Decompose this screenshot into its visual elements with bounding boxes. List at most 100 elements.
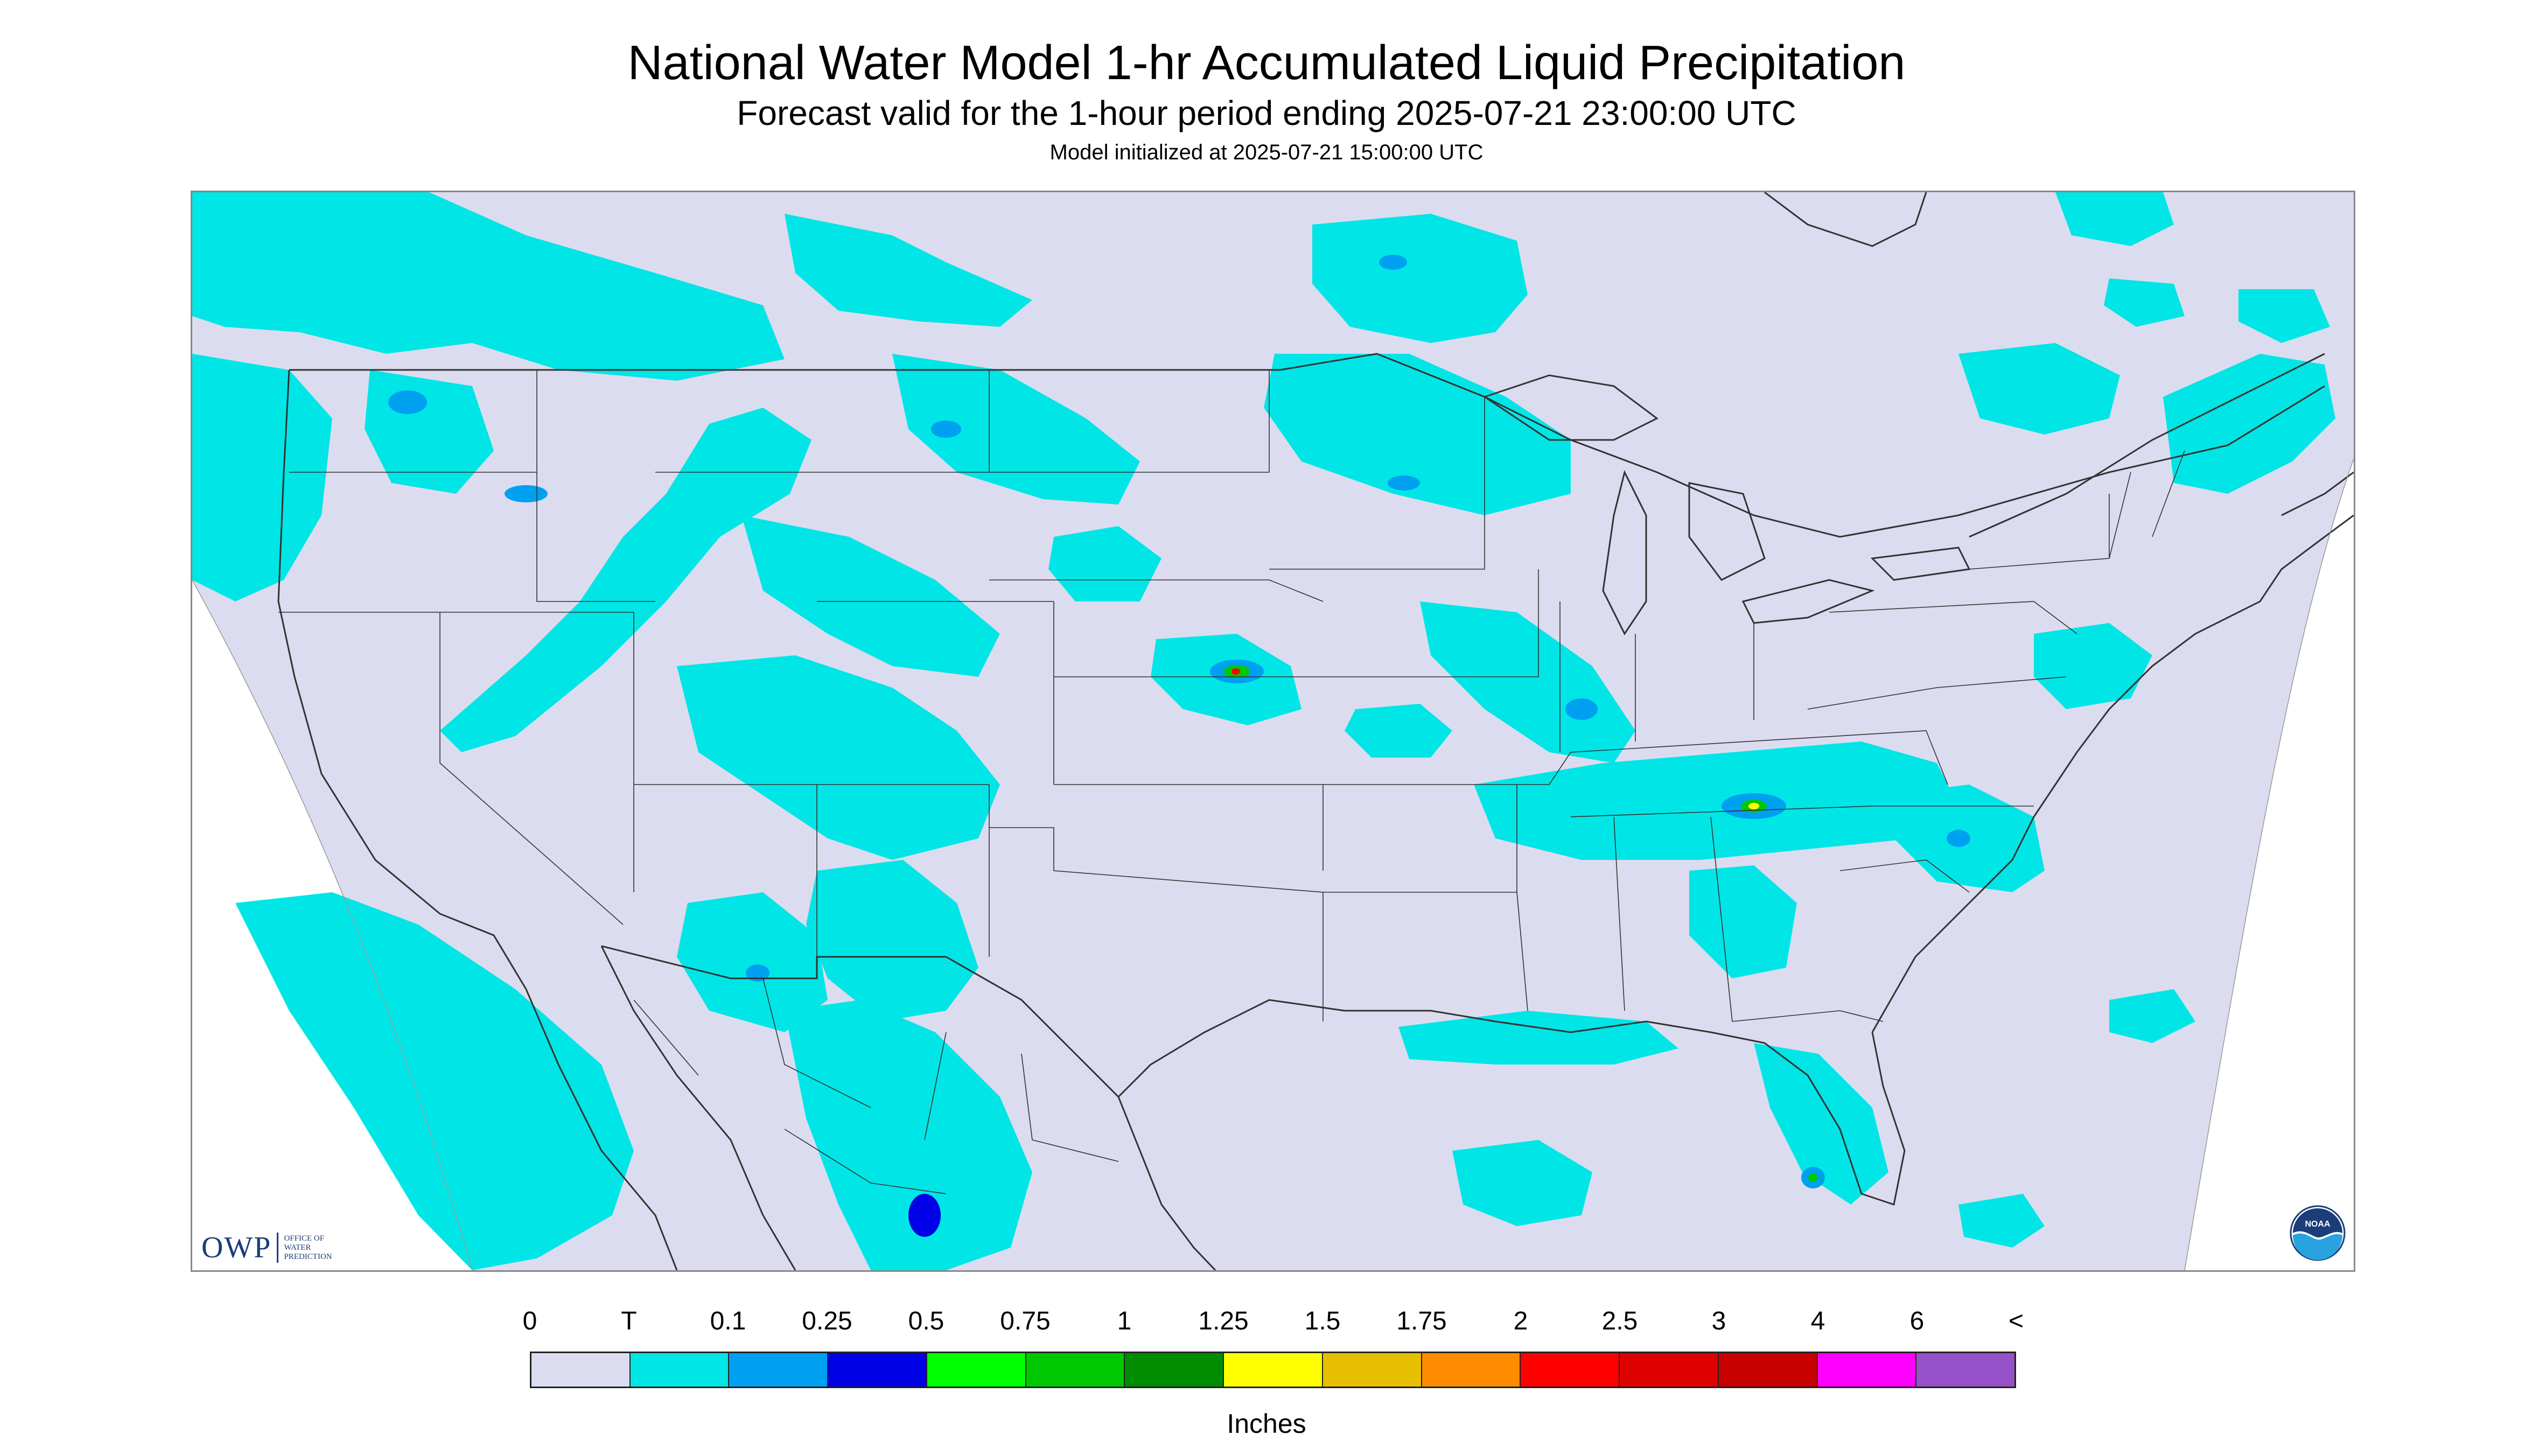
st-lawrence [1969, 353, 2325, 538]
precip-area-kansas [1345, 704, 1452, 758]
noaa-logo-icon: NOAA [2290, 1205, 2346, 1261]
legend-swatch-6 [1125, 1353, 1224, 1387]
domain-edge [192, 458, 2354, 1270]
noaa-logo-text: NOAA [2305, 1220, 2331, 1229]
us-mexico-border [601, 945, 1119, 1098]
state-line-ny-ne [1969, 450, 2185, 570]
state-line-il-in-oh [1559, 601, 1754, 752]
precip-core-blue-nd [1388, 475, 1420, 491]
precip-core-blue-mx [908, 1194, 941, 1237]
legend-tick-label: 4 [1810, 1307, 1825, 1335]
legend-swatch-7 [1224, 1353, 1323, 1387]
legend-tick-label: 0.5 [908, 1307, 944, 1335]
precip-area-new-mexico [806, 860, 978, 1021]
legend-tick-label: 6 [1909, 1307, 1925, 1335]
precip-area-atlantic-south [2109, 989, 2195, 1043]
gulf-coast [1117, 999, 1906, 1206]
precip-area-gulf [1452, 1140, 1592, 1226]
state-line-ms-al [1516, 816, 1733, 1022]
precip-core-green-fl [1808, 1173, 1818, 1182]
precip-core-blue-id [505, 485, 548, 502]
legend-swatch-13 [1817, 1353, 1917, 1387]
precip-area-new-england [2163, 354, 2335, 494]
precip-area-canada-band [785, 214, 1032, 327]
legend-tick-label: 0.1 [710, 1307, 746, 1335]
state-line-sd-ne [989, 579, 1324, 602]
great-lake-huron [1688, 482, 1766, 581]
legend-tick-labels: 0 T 0.1 0.25 0.5 0.75 1 1.25 1.5 1.75 2 2.5 3 4 6 < [523, 1305, 2024, 1343]
legend-tick-label: 3 [1711, 1307, 1726, 1335]
precip-area-northwest-canada [192, 192, 785, 381]
state-line-ca-nv [439, 612, 624, 925]
legend-tick-label: < [2008, 1307, 2024, 1335]
legend-swatch-12 [1718, 1353, 1818, 1387]
owp-logo-text: OWP [201, 1231, 272, 1264]
legend-tick-label: 0 [522, 1307, 537, 1335]
state-line-ga-fl [1732, 1010, 1884, 1022]
legend-tick-label: 1.25 [1198, 1307, 1249, 1335]
precip-area-caribbean-edge [1958, 1194, 2045, 1248]
canada-us-border [289, 353, 2325, 538]
legend-tick-label: 0.25 [802, 1307, 852, 1335]
precip-area-florida [1754, 1043, 1888, 1205]
model-init-time: Model initialized at 2025-07-21 15:00:00… [1049, 141, 1484, 164]
legend-tick-label: T [621, 1307, 637, 1335]
precip-core-blue-mb [1379, 255, 1407, 270]
atlantic-coast [1871, 514, 2354, 1033]
precip-core-blue-az [746, 964, 769, 982]
hudson-bay-edge [1764, 192, 1927, 247]
legend-swatch-11 [1620, 1353, 1719, 1387]
precipitation-legend [530, 1352, 2016, 1388]
legend-swatch-3 [828, 1353, 927, 1387]
legend-tick-label: 1.5 [1304, 1307, 1341, 1335]
precip-area-idaho-band [440, 408, 811, 752]
precip-area-colorado-utah [677, 655, 1000, 860]
legend-units: Inches [1227, 1409, 1306, 1439]
state-boundaries [278, 370, 2185, 1194]
legend-tick-label: 0.75 [1000, 1307, 1051, 1335]
state-line-sc-nc [1839, 806, 2034, 893]
legend-swatch-9 [1422, 1353, 1521, 1387]
state-line-nd-sd [989, 370, 1270, 473]
great-lake-erie [1741, 579, 1875, 624]
precip-core-blue-nc [1947, 830, 1970, 847]
precip-core-yellow-tn [1748, 803, 1759, 809]
precip-core-blue-in [1565, 698, 1598, 720]
legend-swatch-14 [1916, 1353, 2015, 1387]
precip-core-blue-wa [388, 390, 427, 414]
owp-logo-line-3: PREDICTION [284, 1252, 332, 1261]
precip-area-georgia [1689, 865, 1797, 978]
map-title: National Water Model 1-hr Accumulated Li… [627, 36, 1906, 90]
legend-swatch-2 [729, 1353, 829, 1387]
great-lake-superior [1482, 374, 1659, 441]
precip-area-mississippi-valley [1420, 601, 1635, 763]
great-lake-michigan [1602, 470, 1647, 635]
legend-tick-label: 2.5 [1601, 1307, 1638, 1335]
precip-area-northeast [1958, 343, 2120, 435]
state-line-mo-ar [1323, 752, 1571, 785]
state-line-id-mt [536, 370, 655, 602]
precip-area-arizona [677, 892, 828, 1032]
precip-core-blue-mt [931, 421, 961, 438]
state-line-tn-ky [1570, 730, 1948, 817]
legend-swatch-8 [1323, 1353, 1422, 1387]
owp-logo-subtext: OFFICE OF WATER PREDICTION [284, 1234, 332, 1262]
precip-area-mexico-sierra [785, 1000, 1032, 1270]
owp-logo-line-1: OFFICE OF [284, 1234, 325, 1243]
precip-area-atlantic-north [2055, 192, 2174, 246]
legend-swatch-10 [1521, 1353, 1620, 1387]
precip-area-gulf-coast [1398, 1011, 1678, 1065]
mexico-west-coast [600, 946, 796, 1270]
precipitation-map [191, 191, 2355, 1272]
legend-swatch-1 [630, 1353, 730, 1387]
precip-area-pacific-nw [192, 354, 332, 601]
precip-trace-areas [192, 192, 2335, 1270]
precip-area-mid-atlantic [2034, 623, 2152, 709]
legend-swatch-5 [1026, 1353, 1125, 1387]
pacific-coast [277, 369, 678, 1270]
precip-area-wyoming [741, 515, 1000, 677]
legend-tick-label: 1.75 [1396, 1307, 1447, 1335]
precip-heavy-cores [388, 255, 1970, 1237]
precip-area-tennessee-band [1474, 741, 1958, 860]
owp-logo-line-2: WATER [284, 1243, 311, 1252]
